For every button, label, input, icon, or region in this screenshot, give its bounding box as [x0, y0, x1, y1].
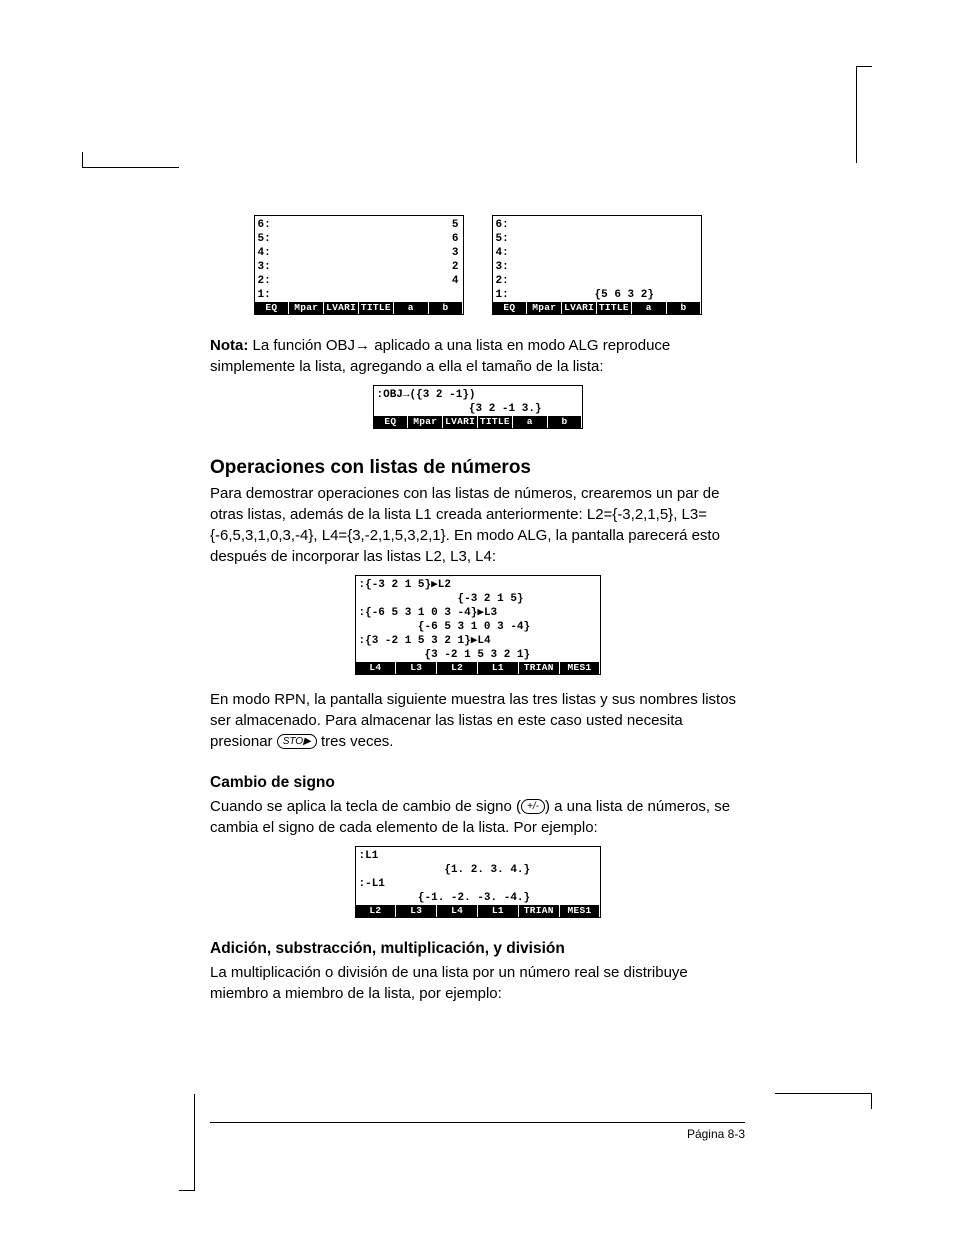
- crop-mark-bl: [179, 1094, 195, 1191]
- menu-item: LVARI: [324, 302, 358, 314]
- menu-item: a: [513, 416, 547, 428]
- menu-item: a: [632, 302, 666, 314]
- para-arithmetic: La multiplicación o división de una list…: [210, 962, 745, 1004]
- lcd-screen-lists: :{-3 2 1 5}▶L2 {-3 2 1 5} :{-6 5 3 1 0 3…: [355, 575, 601, 675]
- lists-screen-wrap: :{-3 2 1 5}▶L2 {-3 2 1 5} :{-6 5 3 1 0 3…: [210, 575, 745, 675]
- lcd-screen-right: 6: 5: 4: 3: 2: 1: {5 6 3 2} EQ Mpar LVAR…: [492, 215, 702, 315]
- lcd-menu: L4 L3 L2 L1 TRIAN MES1: [356, 662, 600, 674]
- neg-screen-wrap: :L1 {1. 2. 3. 4.} :-L1 {-1. -2. -3. -4.}…: [210, 846, 745, 918]
- menu-item: Mpar: [408, 416, 442, 428]
- menu-item: TITLE: [359, 302, 393, 314]
- menu-item: b: [429, 302, 463, 314]
- obj-screen-wrap: :OBJ→({3 2 -1}) {3 2 -1 3.} EQ Mpar LVAR…: [210, 385, 745, 429]
- menu-item: Mpar: [527, 302, 561, 314]
- heading-arithmetic: Adición, substracción, multiplicación, y…: [210, 940, 745, 958]
- note-paragraph: Nota: La función OBJ→ aplicado a una lis…: [210, 335, 745, 377]
- page-footer: Página 8-3: [210, 1122, 745, 1141]
- menu-item: MES1: [560, 905, 600, 917]
- note-text: La función OBJ→ aplicado a una lista en …: [210, 337, 670, 375]
- menu-item: TITLE: [597, 302, 631, 314]
- lcd-body: :L1 {1. 2. 3. 4.} :-L1 {-1. -2. -3. -4.}: [359, 849, 597, 905]
- menu-item: EQ: [493, 302, 527, 314]
- menu-item: L4: [437, 905, 477, 917]
- menu-item: L2: [437, 662, 477, 674]
- para-rpn-b: tres veces.: [317, 733, 394, 750]
- lcd-menu: EQ Mpar LVARI TITLE a b: [255, 302, 463, 314]
- lcd-screen-left: 6: 5: 4: 3: 2: 1: 5 6 3 2 4 EQ Mpar LVAR…: [254, 215, 464, 315]
- plusminus-key-icon: +/-: [521, 799, 545, 814]
- menu-item: LVARI: [443, 416, 477, 428]
- menu-item: EQ: [374, 416, 408, 428]
- lcd-menu: EQ Mpar LVARI TITLE a b: [374, 416, 582, 428]
- note-label: Nota:: [210, 337, 248, 354]
- menu-item: L4: [356, 662, 396, 674]
- lcd-menu: EQ Mpar LVARI TITLE a b: [493, 302, 701, 314]
- lcd-body: 6: 5: 4: 3: 2: 1: {5 6 3 2}: [496, 218, 698, 302]
- menu-item: b: [667, 302, 701, 314]
- page-number: Página 8-3: [210, 1127, 745, 1141]
- page-content: 6: 5: 4: 3: 2: 1: 5 6 3 2 4 EQ Mpar LVAR…: [210, 215, 745, 1008]
- lcd-body: :{-3 2 1 5}▶L2 {-3 2 1 5} :{-6 5 3 1 0 3…: [359, 578, 597, 662]
- top-screens-row: 6: 5: 4: 3: 2: 1: 5 6 3 2 4 EQ Mpar LVAR…: [210, 215, 745, 315]
- menu-item: L1: [478, 662, 518, 674]
- lcd-body: :OBJ→({3 2 -1}) {3 2 -1 3.}: [377, 388, 579, 416]
- lcd-screen-neg: :L1 {1. 2. 3. 4.} :-L1 {-1. -2. -3. -4.}…: [355, 846, 601, 918]
- menu-item: TITLE: [478, 416, 512, 428]
- para-operations-intro: Para demostrar operaciones con las lista…: [210, 483, 745, 567]
- menu-item: L3: [396, 905, 436, 917]
- lcd-menu: L2 L3 L4 L1 TRIAN MES1: [356, 905, 600, 917]
- menu-item: L2: [356, 905, 396, 917]
- lcd-body: 6: 5: 4: 3: 2: 1:: [258, 218, 460, 302]
- lcd-screen-obj: :OBJ→({3 2 -1}) {3 2 -1 3.} EQ Mpar LVAR…: [373, 385, 583, 429]
- menu-item: MES1: [560, 662, 600, 674]
- menu-item: TRIAN: [519, 905, 559, 917]
- menu-item: a: [394, 302, 428, 314]
- para-rpn: En modo RPN, la pantalla siguiente muest…: [210, 689, 745, 752]
- para-sign-change: Cuando se aplica la tecla de cambio de s…: [210, 796, 745, 838]
- menu-item: LVARI: [562, 302, 596, 314]
- sto-key-icon: STO▶: [277, 734, 317, 749]
- para-sign-a: Cuando se aplica la tecla de cambio de s…: [210, 798, 521, 815]
- lcd-right-col: 5 6 3 2 4: [452, 218, 459, 288]
- menu-item: L3: [396, 662, 436, 674]
- heading-operations: Operaciones con listas de números: [210, 457, 745, 479]
- footer-rule: [210, 1122, 745, 1123]
- menu-item: b: [548, 416, 582, 428]
- menu-item: TRIAN: [519, 662, 559, 674]
- crop-mark-tr: [856, 66, 872, 163]
- crop-mark-br: [775, 1093, 872, 1109]
- menu-item: L1: [478, 905, 518, 917]
- crop-mark-tl: [82, 152, 179, 168]
- menu-item: Mpar: [289, 302, 323, 314]
- menu-item: EQ: [255, 302, 289, 314]
- heading-sign-change: Cambio de signo: [210, 774, 745, 792]
